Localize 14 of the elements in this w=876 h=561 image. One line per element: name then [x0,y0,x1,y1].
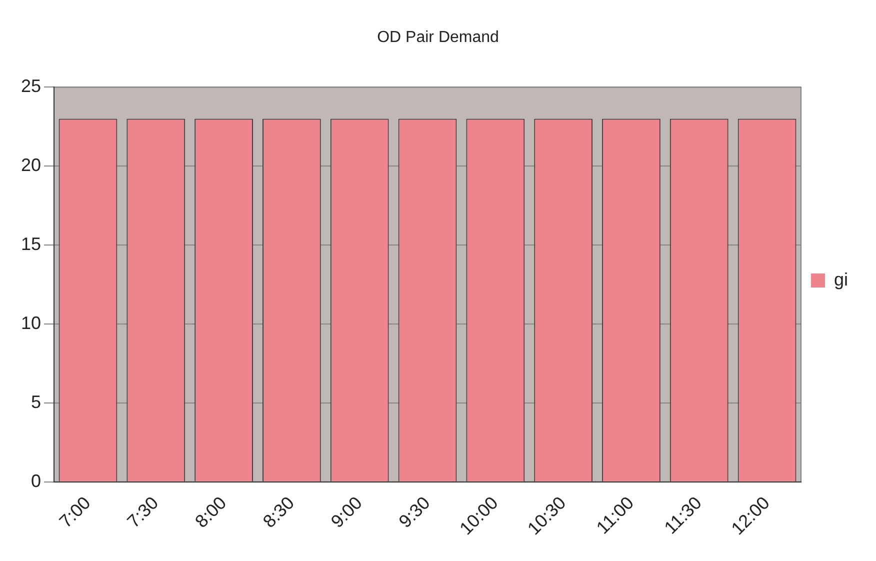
x-tick-label: 9:00 [327,492,366,532]
x-tick-label: 7:00 [55,492,94,532]
y-tick-label: 0 [31,470,42,491]
chart-title: OD Pair Demand [377,29,499,46]
legend-label: gi [834,269,848,290]
x-tick-label: 8:00 [191,492,230,532]
y-tick-label: 25 [20,76,42,96]
x-tick-label: 9:30 [394,492,434,532]
y-tick-label: 15 [20,234,42,254]
x-tick-label: 8:30 [259,492,298,532]
y-tick-label: 10 [20,312,42,333]
x-tick-label: 7:30 [123,492,162,532]
y-tick-label: 20 [20,155,42,176]
y-tick-label: 5 [31,392,42,412]
